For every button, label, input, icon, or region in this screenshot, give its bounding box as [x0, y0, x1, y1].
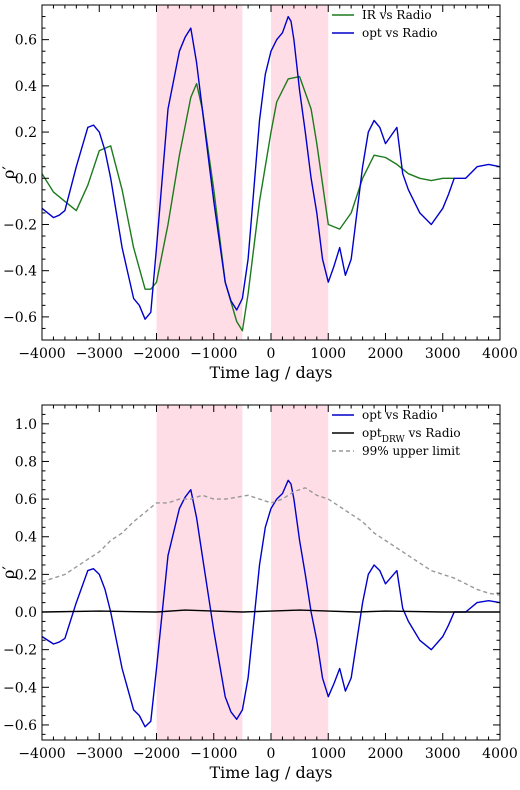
x-tick-label: −3000: [76, 346, 123, 362]
shaded-region-2: [271, 405, 329, 740]
y-tick-label: 0.2: [15, 125, 37, 141]
legend-label-suffix: vs Radio: [405, 426, 461, 440]
legend-label-main: opt: [362, 426, 382, 440]
y-tick-label: 0.6: [15, 492, 37, 508]
legend-label-3: 99% upper limit: [362, 444, 460, 458]
y-tick-label: 0.4: [15, 79, 37, 95]
y-tick-label: −0.4: [3, 264, 37, 280]
x-tick-label: −2000: [133, 746, 180, 762]
shaded-region-1: [156, 405, 243, 740]
y-tick-label: 1.0: [15, 417, 37, 433]
x-tick-label: −1000: [190, 746, 237, 762]
y-tick-label: 0.2: [15, 567, 37, 583]
legend-label-1: IR vs Radio: [362, 8, 432, 22]
plot-area: [42, 479, 500, 728]
x-axis-label: Time lag / days: [209, 363, 332, 382]
series-line-1: [42, 479, 500, 728]
x-tick-label: 2000: [368, 746, 404, 762]
x-tick-label: −1000: [190, 346, 237, 362]
y-tick-label: 0.0: [15, 171, 37, 187]
x-tick-label: 1000: [310, 746, 346, 762]
x-tick-label: 4000: [482, 746, 518, 762]
chart-panel-1: −4000 −3000 −2000 −1000 0 1000 2000 3000 4000 −0.…: [0, 4, 518, 382]
y-tick-label: 0.8: [15, 454, 37, 470]
x-tick-label: 4000: [482, 346, 518, 362]
x-tick-label: 2000: [368, 346, 404, 362]
legend-label-2: opt vs Radio: [362, 26, 438, 40]
y-axis-label: ρ′: [0, 166, 18, 179]
x-tick-label: −2000: [133, 346, 180, 362]
y-tick-label: −0.2: [3, 217, 37, 233]
legend-label-1: opt vs Radio: [362, 408, 438, 422]
y-axis-label: ρ′: [0, 566, 18, 579]
series-line-2: [42, 15, 500, 320]
shaded-region-1: [156, 5, 243, 340]
y-tick-label: −0.6: [3, 718, 37, 734]
x-tick-label: 0: [267, 746, 276, 762]
x-tick-label: 1000: [310, 346, 346, 362]
series-line-1: [42, 75, 455, 332]
x-tick-label: −4000: [18, 346, 65, 362]
x-axis-label: Time lag / days: [209, 763, 332, 782]
shaded-region-2: [271, 5, 329, 340]
x-tick-label: 3000: [425, 746, 461, 762]
legend-label-2: optDRW vs Radio: [362, 426, 461, 445]
chart-panel-2: −4000 −3000 −2000 −1000 0 1000 2000 3000 4000 −0.…: [0, 404, 518, 782]
x-tick-label: −4000: [18, 746, 65, 762]
plot-area: [42, 15, 500, 332]
x-tick-label: 0: [267, 346, 276, 362]
series-line-2: [42, 609, 500, 613]
x-tick-label: −3000: [76, 746, 123, 762]
y-tick-label: 0.6: [15, 33, 37, 49]
legend-label-subscript: DRW: [382, 435, 406, 445]
y-tick-label: −0.4: [3, 680, 37, 696]
y-tick-label: 0.4: [15, 530, 37, 546]
y-tick-label: −0.6: [3, 310, 37, 326]
x-tick-label: 3000: [425, 346, 461, 362]
y-tick-label: −0.2: [3, 643, 37, 659]
y-tick-label: 0.0: [15, 605, 37, 621]
